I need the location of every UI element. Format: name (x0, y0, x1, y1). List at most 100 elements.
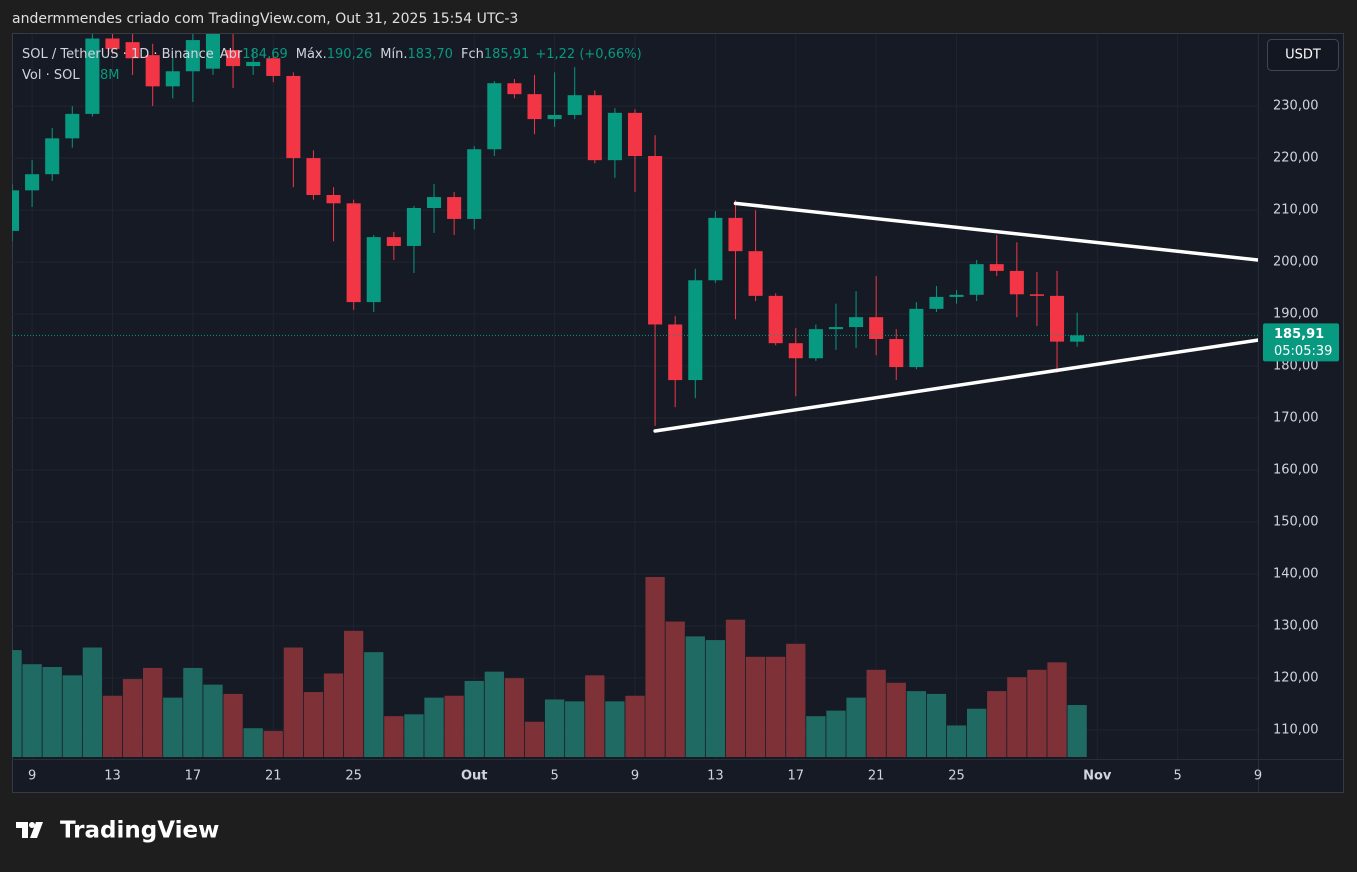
x-tick-label: 13 (104, 769, 121, 784)
volume-bar (143, 667, 163, 757)
volume-bar (464, 680, 484, 757)
y-tick-label: 200,00 (1273, 255, 1319, 270)
volume-bar (203, 684, 223, 757)
volume-bar (966, 708, 987, 757)
x-tick-label: 5 (1173, 769, 1181, 784)
volume-bar (846, 697, 866, 757)
candle-body (426, 197, 442, 209)
volume-bar (102, 695, 123, 757)
candle-body (1049, 295, 1065, 342)
x-tick-label: 21 (868, 769, 885, 784)
volume-bar (625, 695, 645, 757)
candle-body (547, 114, 562, 120)
volume-bar (665, 621, 685, 757)
volume-bar (364, 652, 384, 757)
x-tick-label: 9 (28, 769, 36, 784)
candle-body (768, 295, 783, 344)
volume-bar (283, 647, 304, 757)
candle-body (869, 317, 884, 340)
candle-body (929, 296, 944, 309)
logo-icon (16, 822, 43, 838)
volume-bar (1047, 662, 1067, 757)
candle-body (145, 55, 160, 87)
volume-bar (424, 697, 444, 757)
volume-bar (565, 701, 585, 757)
volume-bar (1007, 677, 1027, 757)
currency-button[interactable] (1267, 39, 1339, 71)
volume-bar (343, 630, 364, 757)
candle-body (65, 113, 80, 139)
x-tick-label: Nov (1083, 769, 1112, 784)
y-tick-label: 220,00 (1273, 151, 1319, 166)
volume-bar (484, 671, 504, 757)
volume-bar (404, 714, 424, 757)
x-tick-label: 17 (185, 769, 202, 784)
candle-body (406, 208, 421, 246)
candle-body (949, 294, 964, 297)
candle-body (728, 217, 743, 252)
candle-body (185, 40, 200, 72)
candle-body (467, 149, 482, 219)
volume-bar (1027, 669, 1047, 757)
candle-body (808, 329, 823, 359)
volume-bar (946, 725, 967, 757)
close-value: 185,91 (484, 47, 530, 62)
candle-body (306, 158, 321, 196)
y-tick-label: 130,00 (1273, 618, 1319, 633)
x-tick-label: 21 (265, 769, 282, 784)
trendline (653, 338, 1258, 433)
candle-body (507, 83, 522, 95)
candle-body (828, 327, 844, 330)
header-text: andermmendes criado com TradingView.com,… (12, 11, 518, 27)
volume-name: Vol · SOL (22, 68, 80, 83)
volume-bar (866, 669, 886, 757)
x-tick-label: 5 (550, 769, 558, 784)
volume-bar (745, 656, 766, 757)
y-tick-label: 140,00 (1273, 567, 1319, 582)
candle-body (326, 195, 341, 204)
candle-body (748, 251, 763, 296)
candle-body (105, 38, 120, 49)
volume-bar (685, 636, 705, 757)
candle-body (12, 190, 20, 231)
drawings (12, 201, 1258, 433)
x-tick-label: Out (461, 769, 488, 784)
volume-bar (886, 682, 906, 757)
candle-body (487, 83, 502, 150)
candle-body (205, 34, 221, 69)
axes: 110,00 120,00 130,00 140,00 150,00 160,00 170,… (28, 99, 1339, 784)
candle-body (849, 317, 864, 328)
candle-body (25, 174, 40, 191)
candle-body (286, 75, 301, 159)
volume-bar (22, 664, 42, 757)
candle-body (447, 197, 462, 219)
candle-body (85, 38, 100, 114)
volume-bar (323, 673, 344, 757)
candle-body (668, 324, 683, 381)
y-tick-label: 180,00 (1273, 359, 1319, 374)
volume-bar (645, 577, 665, 757)
candle-body (889, 339, 904, 368)
candle-body (266, 58, 281, 76)
volume-bar (766, 656, 786, 757)
x-tick-label: 13 (707, 769, 724, 784)
candle-body (607, 112, 622, 161)
volume-pane (12, 577, 1087, 757)
volume-bar (303, 692, 324, 757)
logo-dot (29, 822, 35, 828)
volume-bar (163, 697, 183, 757)
legend-line: SOL / TetherUS · 1D · Binance Abr184,69 Má… (22, 47, 642, 62)
candle-body (648, 156, 663, 325)
countdown-label: 05:05:39 (1274, 344, 1332, 359)
volume-bar (384, 716, 404, 757)
volume-legend: Vol · SOL 2,8M (22, 68, 119, 83)
x-tick-label: 9 (631, 769, 639, 784)
currency-label[interactable]: USDT (1285, 48, 1321, 63)
candle-body (989, 264, 1004, 271)
volume-bar (544, 699, 565, 757)
y-tick-label: 120,00 (1273, 670, 1319, 685)
x-tick-label: 25 (948, 769, 965, 784)
volume-bar (122, 679, 143, 757)
volume-bar (504, 678, 525, 757)
